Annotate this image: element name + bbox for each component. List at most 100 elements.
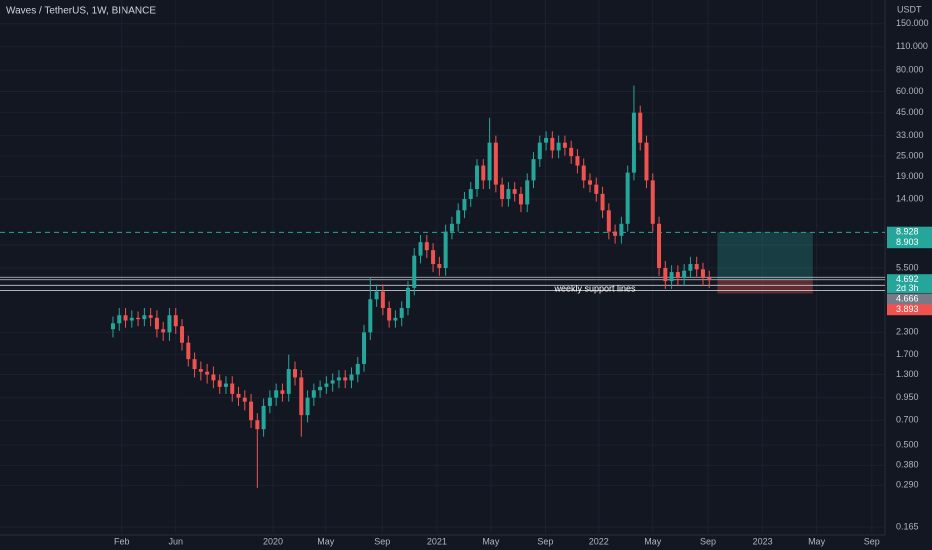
candle-body — [412, 255, 417, 288]
y-tick-label: 60.000 — [896, 86, 924, 96]
price-label-bg — [887, 304, 932, 316]
y-tick-label: 0.500 — [896, 439, 919, 449]
candle-body — [487, 142, 492, 181]
candle-body — [625, 172, 630, 224]
price-label-bg — [887, 237, 932, 249]
candle-body — [336, 377, 341, 381]
candle-body — [449, 223, 454, 232]
candle-body — [136, 317, 141, 320]
candle-body — [368, 299, 373, 333]
candle-body — [198, 369, 203, 372]
candle-body — [531, 159, 536, 181]
price-label: 8.928 — [896, 227, 919, 237]
price-label: 3.893 — [896, 304, 919, 314]
candle-body — [481, 165, 486, 181]
candle-body — [305, 397, 310, 416]
candle-body — [588, 180, 592, 185]
candle-body — [518, 193, 523, 205]
candle-body — [311, 390, 316, 398]
candle-body — [556, 142, 561, 151]
candle-body — [493, 142, 498, 185]
candle-body — [123, 315, 128, 321]
y-tick-label: 0.165 — [896, 521, 919, 531]
candle-body — [230, 383, 235, 394]
candle-body — [525, 180, 530, 205]
candle-body — [443, 231, 448, 268]
annotation: weekly support lines — [553, 283, 636, 293]
candle-body — [161, 329, 166, 333]
candle-body — [180, 326, 185, 343]
candle-body — [274, 390, 279, 398]
candle-body — [657, 223, 662, 268]
y-tick-label: 1.700 — [896, 349, 919, 359]
candle-body — [211, 374, 216, 381]
candle-body — [631, 112, 636, 173]
y-tick-label: 45.000 — [896, 107, 924, 117]
candle-body — [675, 272, 680, 279]
x-tick-label: May — [317, 536, 335, 546]
x-tick-label: Sep — [700, 536, 716, 546]
chart-title: Waves / TetherUS, 1W, BINANCE — [6, 6, 156, 17]
candle-body — [606, 210, 611, 232]
y-tick-label: 33.000 — [896, 130, 924, 140]
candle-body — [462, 198, 467, 211]
candle-body — [550, 137, 555, 151]
candle-body — [399, 307, 404, 318]
candle-body — [682, 270, 687, 279]
candle-body — [663, 267, 668, 282]
candle-body — [707, 278, 712, 281]
x-tick-label: 2021 — [427, 536, 447, 546]
countdown-label: 2d 3h — [896, 283, 919, 293]
x-tick-label: 2020 — [263, 536, 283, 546]
candle-body — [575, 156, 580, 166]
candle-body — [286, 369, 291, 394]
candle-body — [280, 390, 285, 394]
position-profit — [717, 232, 813, 280]
y-tick-label: 5.500 — [896, 262, 919, 272]
candle-body — [293, 369, 297, 378]
candle-body — [387, 307, 392, 321]
candle-body — [506, 189, 511, 199]
candle-body — [562, 142, 567, 148]
candle-body — [688, 264, 693, 271]
candle-body — [650, 180, 655, 224]
candle-body — [173, 315, 178, 327]
y-tick-label: 110.000 — [896, 41, 928, 51]
candle-body — [349, 374, 354, 381]
candle-body — [261, 405, 266, 430]
candle-body — [468, 189, 473, 199]
x-tick-label: May — [482, 536, 500, 546]
y-tick-label: 0.700 — [896, 415, 919, 425]
candle-body — [129, 317, 134, 321]
candle-body — [619, 223, 624, 236]
x-tick-label: 2023 — [753, 536, 773, 546]
candle-body — [431, 250, 436, 265]
y-tick-label: 80.000 — [896, 65, 924, 75]
candle-body — [475, 165, 480, 190]
candle-body — [318, 386, 323, 391]
candle-body — [569, 147, 574, 157]
y-axis-label: USDT — [897, 4, 922, 14]
y-tick-label: 1.300 — [896, 369, 919, 379]
candle-body — [343, 377, 348, 381]
candle-body — [205, 371, 210, 375]
candle-body — [355, 363, 360, 375]
price-label-bg — [887, 274, 932, 286]
candle-body — [324, 383, 329, 387]
candle-body — [393, 317, 398, 321]
x-tick-label: Feb — [114, 536, 130, 546]
y-tick-label: 14.000 — [896, 193, 924, 203]
price-label: 8.903 — [896, 237, 919, 247]
candle-body — [148, 315, 153, 318]
candle-body — [223, 383, 228, 387]
candle-body — [236, 393, 241, 398]
candle-body — [500, 184, 505, 199]
y-tick-label: 0.380 — [896, 460, 919, 470]
price-label: 4.666 — [896, 294, 919, 304]
x-tick-label: Sep — [537, 536, 553, 546]
y-tick-label: 2.300 — [896, 327, 919, 337]
candle-body — [217, 380, 222, 387]
y-tick-label: 0.950 — [896, 392, 919, 402]
candle-body — [437, 264, 442, 268]
